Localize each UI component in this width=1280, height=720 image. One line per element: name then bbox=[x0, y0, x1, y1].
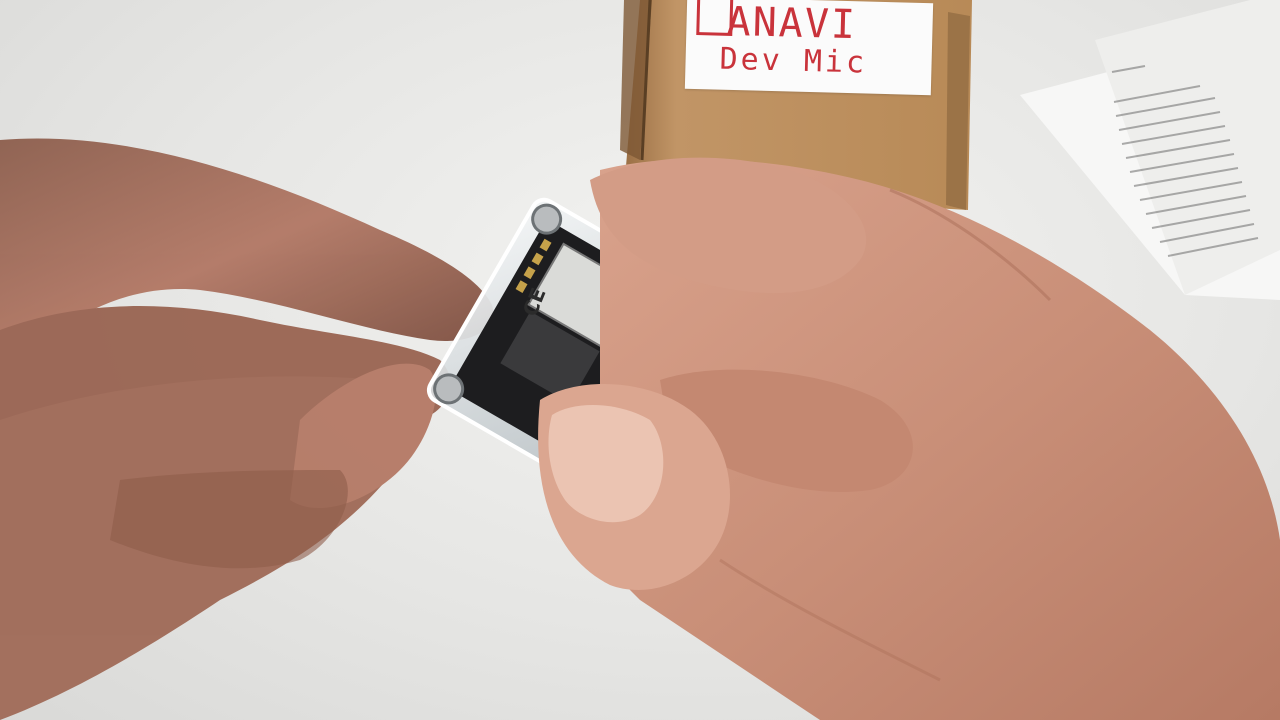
box-label-product: Dev Mic bbox=[719, 41, 868, 81]
box-label-brand: ANAVI bbox=[726, 0, 858, 49]
right-hand bbox=[538, 157, 1280, 720]
left-hand bbox=[0, 138, 494, 720]
box-label: ANAVI Dev Mic bbox=[684, 0, 934, 96]
instruction-leaflet bbox=[1020, 0, 1280, 300]
